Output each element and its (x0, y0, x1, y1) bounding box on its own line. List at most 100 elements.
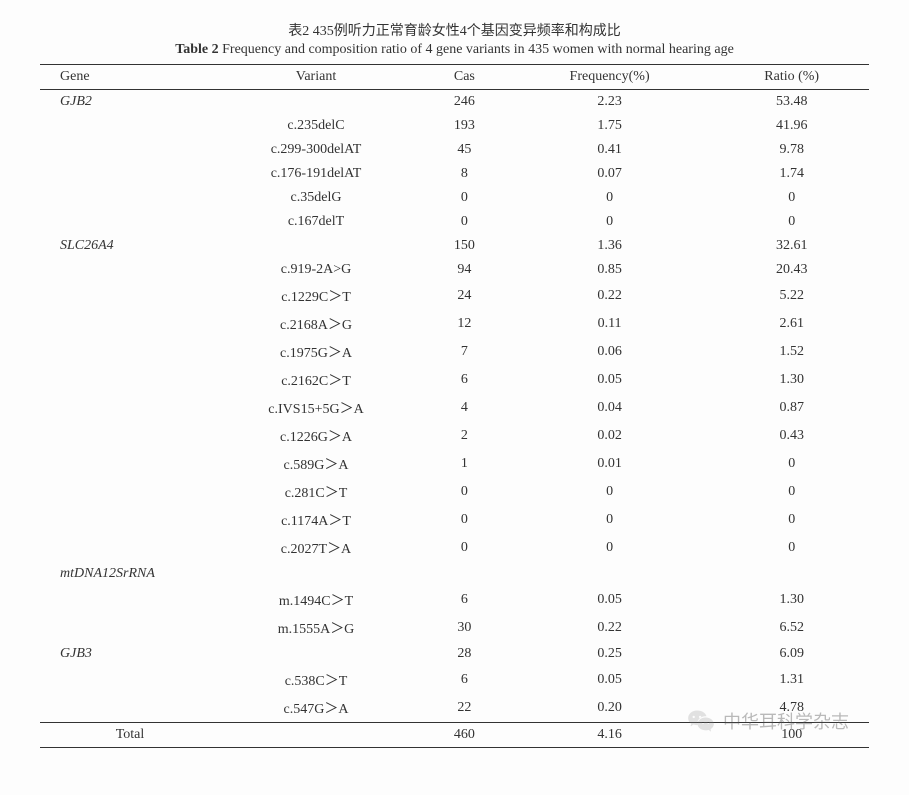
table-caption-cn: 表2 435例听力正常育龄女性4个基因变异频率和构成比 (40, 20, 869, 40)
cell-gene (40, 534, 208, 562)
cell-ratio: 0 (714, 478, 869, 506)
table-row: m.1494C＞T60.051.30 (40, 586, 869, 614)
cell-cas: 12 (424, 310, 505, 338)
cell-variant (208, 642, 424, 666)
cell-cas: 6 (424, 366, 505, 394)
table-body: GJB22462.2353.48c.235delC1931.7541.96c.2… (40, 90, 869, 748)
table-row: c.299-300delAT450.419.78 (40, 138, 869, 162)
cell-cas: 2 (424, 422, 505, 450)
col-ratio: Ratio (%) (714, 65, 869, 90)
cell-freq: 0.05 (505, 586, 715, 614)
cell-cas: 24 (424, 282, 505, 310)
table-row: c.919-2A>G940.8520.43 (40, 258, 869, 282)
cell-cas: 150 (424, 234, 505, 258)
cell-gene (40, 666, 208, 694)
cell-cas: 45 (424, 138, 505, 162)
cell-cas: 4 (424, 394, 505, 422)
cell-freq: 0.25 (505, 642, 715, 666)
cell-variant: c.235delC (208, 114, 424, 138)
gene-variant-table: Gene Variant Cas Frequency(%) Ratio (%) … (40, 64, 869, 748)
table-row: c.1174A＞T000 (40, 506, 869, 534)
cell-variant: c.919-2A>G (208, 258, 424, 282)
cell-freq: 0 (505, 210, 715, 234)
col-variant: Variant (208, 65, 424, 90)
cell-variant: c.589G＞A (208, 450, 424, 478)
cell-gene (40, 422, 208, 450)
total-ratio: 100 (714, 723, 869, 748)
cell-variant: m.1555A＞G (208, 614, 424, 642)
cell-freq: 0 (505, 478, 715, 506)
cell-variant: c.299-300delAT (208, 138, 424, 162)
cell-variant: c.281C＞T (208, 478, 424, 506)
cell-variant (208, 234, 424, 258)
cell-cas (424, 562, 505, 586)
table-row: c.2162C＞T60.051.30 (40, 366, 869, 394)
cell-cas: 0 (424, 186, 505, 210)
cell-gene (40, 338, 208, 366)
cell-ratio: 53.48 (714, 90, 869, 115)
table-row: c.547G＞A220.204.78 (40, 694, 869, 723)
cell-freq: 1.36 (505, 234, 715, 258)
cell-cas: 0 (424, 506, 505, 534)
cell-cas: 28 (424, 642, 505, 666)
cell-freq: 0 (505, 534, 715, 562)
table-row: c.2027T＞A000 (40, 534, 869, 562)
cell-cas: 1 (424, 450, 505, 478)
cell-ratio: 5.22 (714, 282, 869, 310)
table-row: c.2168A＞G120.112.61 (40, 310, 869, 338)
cell-ratio: 6.09 (714, 642, 869, 666)
table-row: c.281C＞T000 (40, 478, 869, 506)
cell-variant: c.1229C＞T (208, 282, 424, 310)
cell-cas: 22 (424, 694, 505, 723)
cell-freq: 0.22 (505, 282, 715, 310)
cell-ratio: 1.74 (714, 162, 869, 186)
cell-freq: 0.20 (505, 694, 715, 723)
cell-ratio: 1.30 (714, 366, 869, 394)
cell-cas: 94 (424, 258, 505, 282)
table-row: GJB3 280.256.09 (40, 642, 869, 666)
table-row: c.1975G＞A70.061.52 (40, 338, 869, 366)
total-label: Total (40, 723, 208, 748)
cell-cas: 0 (424, 210, 505, 234)
cell-freq: 0.05 (505, 666, 715, 694)
cell-ratio: 1.30 (714, 586, 869, 614)
cell-freq: 0.22 (505, 614, 715, 642)
col-freq: Frequency(%) (505, 65, 715, 90)
cell-gene: GJB3 (40, 642, 208, 666)
cell-gene (40, 258, 208, 282)
cell-gene (40, 114, 208, 138)
cell-variant (208, 562, 424, 586)
cell-variant: c.176-191delAT (208, 162, 424, 186)
cell-gene (40, 394, 208, 422)
cell-freq: 0.85 (505, 258, 715, 282)
cell-variant: c.2162C＞T (208, 366, 424, 394)
cell-variant: c.1226G＞A (208, 422, 424, 450)
cell-freq: 0.07 (505, 162, 715, 186)
cell-cas: 246 (424, 90, 505, 115)
cell-ratio: 0.43 (714, 422, 869, 450)
cell-gene (40, 138, 208, 162)
cell-gene (40, 282, 208, 310)
cell-gene (40, 310, 208, 338)
cell-ratio: 32.61 (714, 234, 869, 258)
cell-gene (40, 478, 208, 506)
cell-ratio: 2.61 (714, 310, 869, 338)
cell-ratio: 0 (714, 210, 869, 234)
cell-freq: 0.04 (505, 394, 715, 422)
total-freq: 4.16 (505, 723, 715, 748)
cell-variant: c.1174A＞T (208, 506, 424, 534)
cell-freq: 1.75 (505, 114, 715, 138)
cell-gene: GJB2 (40, 90, 208, 115)
cell-ratio: 1.52 (714, 338, 869, 366)
table-row: c.1226G＞A20.020.43 (40, 422, 869, 450)
cell-ratio: 0 (714, 534, 869, 562)
cell-cas: 8 (424, 162, 505, 186)
cell-gene (40, 586, 208, 614)
cell-variant: c.1975G＞A (208, 338, 424, 366)
cell-cas: 6 (424, 586, 505, 614)
cell-variant: c.2027T＞A (208, 534, 424, 562)
cell-variant (208, 90, 424, 115)
cell-ratio: 6.52 (714, 614, 869, 642)
table-caption-en-text: Frequency and composition ratio of 4 gen… (219, 42, 734, 57)
cell-ratio: 9.78 (714, 138, 869, 162)
